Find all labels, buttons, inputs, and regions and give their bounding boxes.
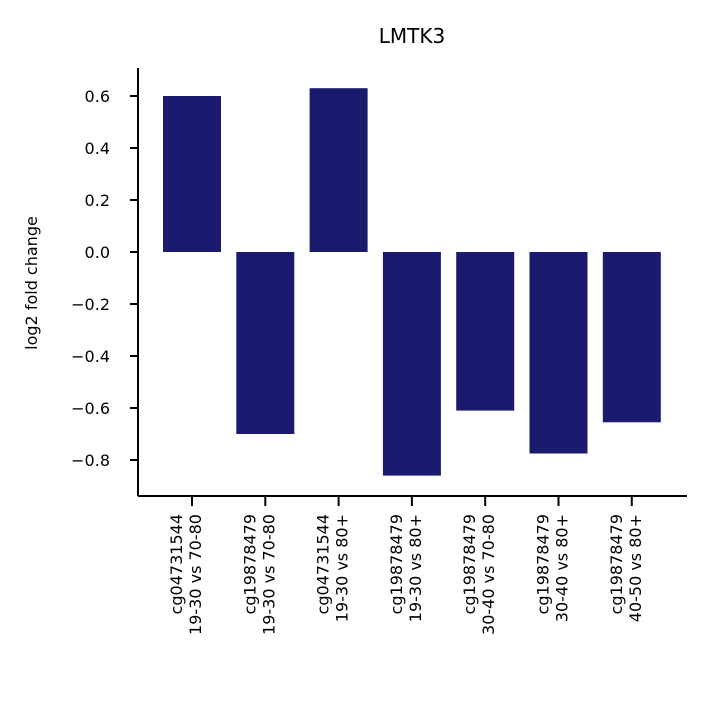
bar: [236, 252, 295, 434]
x-tick-label: cg1987847919-30 vs 70-80: [240, 514, 278, 635]
x-tick-label: cg1987847919-30 vs 80+: [387, 514, 425, 622]
x-tick-label: cg1987847930-40 vs 70-80: [460, 514, 498, 635]
x-tick-label: cg1987847940-50 vs 80+: [607, 514, 645, 622]
x-axis: cg0473154419-30 vs 70-80 cg1987847919-30 …: [138, 495, 687, 635]
y-tick-label: 0.6: [85, 87, 110, 106]
bar: [163, 96, 221, 252]
y-tick-label: 0.2: [85, 191, 110, 210]
x-tick-label: cg0473154419-30 vs 70-80: [167, 514, 205, 635]
y-tick-label: −0.4: [71, 347, 110, 366]
y-axis: 0.6 0.4 0.2 0.0 −0.2 −0.4 −0.6 −0.8: [71, 68, 139, 496]
y-tick-label: 0.0: [85, 243, 110, 262]
bar: [309, 88, 368, 252]
y-tick-label: −0.6: [71, 399, 110, 418]
y-tick-label: −0.8: [71, 451, 110, 470]
bar: [456, 252, 515, 411]
bars-group: [163, 88, 661, 476]
chart-title: LMTK3: [379, 24, 445, 48]
y-tick-label: 0.4: [85, 139, 110, 158]
x-tick-label: cg1987847930-40 vs 80+: [534, 514, 572, 622]
y-tick-label: −0.2: [71, 295, 110, 314]
bar: [602, 252, 661, 423]
x-tick-label: cg0473154419-30 vs 80+: [314, 514, 352, 622]
y-axis-label: log2 fold change: [22, 216, 41, 350]
bar: [382, 252, 441, 476]
bar: [529, 252, 588, 454]
